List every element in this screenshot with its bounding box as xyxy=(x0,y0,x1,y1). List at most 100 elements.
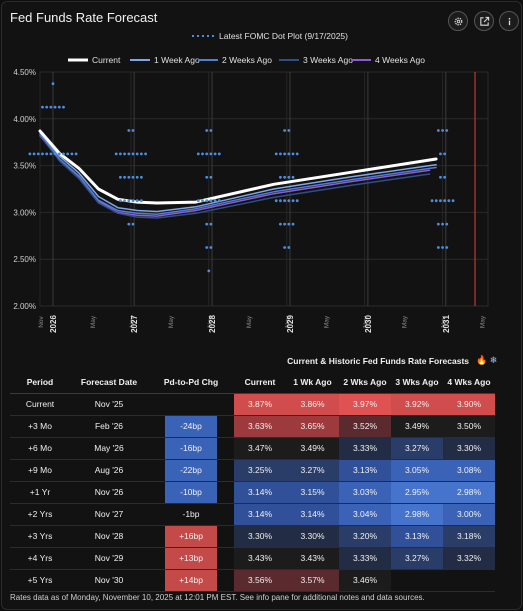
x-tick-label: May xyxy=(402,315,409,328)
series-line-week2 xyxy=(39,133,437,216)
fomc-dot xyxy=(49,152,53,156)
fomc-dot xyxy=(287,152,291,156)
x-tick-label: 2027 xyxy=(130,315,139,333)
fomc-dot xyxy=(70,152,74,156)
fomc-dot xyxy=(139,152,143,156)
x-tick-label: May xyxy=(480,315,487,328)
plot-area xyxy=(39,71,489,307)
snowflake-icon: ❄ xyxy=(489,355,498,365)
fomc-dot xyxy=(74,152,78,156)
fomc-dot xyxy=(451,199,455,203)
cell-1wk: 3.86% xyxy=(286,393,339,416)
cell-3wk: 3.49% xyxy=(391,415,443,438)
fomc-dot xyxy=(279,175,282,179)
footer-note: Rates data as of Monday, November 10, 20… xyxy=(10,593,425,602)
cell-period: Current xyxy=(10,393,70,416)
legend-label-week1: 1 Week Ago xyxy=(154,55,200,65)
fomc-dot xyxy=(127,152,131,156)
table-row: +4 Yrs Nov '29 +13bp 3.43% 3.43% 3.33% 3.27% 3.… xyxy=(10,547,495,570)
fomc-dot xyxy=(201,152,204,156)
table-row: +2 Yrs Nov '27 -1bp 3.14% 3.14% 3.04% 2.98% 3.0… xyxy=(10,503,495,526)
table-row: +3 Mo Feb '26 -24bp 3.63% 3.65% 3.52% 3.49% 3.5… xyxy=(10,415,495,438)
fomc-dot xyxy=(279,222,282,226)
cell-3wk: 2.95% xyxy=(391,481,443,504)
external-link-icon xyxy=(479,16,489,26)
cell-period: +1 Yr xyxy=(10,481,70,504)
fomc-dot xyxy=(62,105,65,109)
x-tick-label: 2026 xyxy=(49,315,58,333)
fomc-dot xyxy=(139,199,143,203)
fomc-dot xyxy=(205,129,209,132)
fomc-dot xyxy=(279,152,282,156)
cell-1wk: 3.14% xyxy=(286,503,339,526)
cell-4wk: 3.90% xyxy=(443,393,495,416)
fomc-dot xyxy=(287,129,291,132)
fomc-dot xyxy=(36,152,40,156)
fomc-dot xyxy=(447,199,451,203)
cell-1wk: 3.30% xyxy=(286,525,339,548)
x-tick-label: May xyxy=(324,315,331,328)
fomc-dot xyxy=(62,152,65,156)
open-external-button[interactable] xyxy=(474,11,494,31)
fomc-dot xyxy=(287,175,291,179)
fomc-dot xyxy=(209,246,213,249)
x-tick-label: May xyxy=(168,315,175,328)
fomc-dot xyxy=(205,152,209,156)
y-tick-label: 2.00% xyxy=(13,302,36,311)
cell-chg: -16bp xyxy=(148,437,234,460)
fomc-dot xyxy=(135,175,139,179)
cell-3wk: 3.05% xyxy=(391,459,443,482)
cell-current: 3.63% xyxy=(234,415,286,438)
cell-chg: +16bp xyxy=(148,525,234,548)
fomc-dot xyxy=(445,129,449,132)
fomc-dot xyxy=(51,82,55,86)
fomc-dot xyxy=(45,105,49,109)
cell-period: +5 Yrs xyxy=(10,569,70,592)
fomc-dot xyxy=(127,175,131,179)
y-tick-label: 4.50% xyxy=(13,68,36,77)
fomc-dot xyxy=(209,222,213,226)
fomc-dot xyxy=(445,246,449,249)
x-tick-label: Nov xyxy=(38,315,45,327)
fomc-dot xyxy=(205,222,209,226)
fomc-dot xyxy=(291,175,295,179)
fomc-dot xyxy=(205,175,209,179)
settings-button[interactable] xyxy=(448,11,468,31)
fomc-dot xyxy=(439,152,442,156)
y-tick-label: 3.00% xyxy=(13,208,36,217)
col-header-period: Period xyxy=(10,371,70,394)
legend-label-week4: 4 Weeks Ago xyxy=(375,55,425,65)
cell-2wk: 3.33% xyxy=(339,547,391,570)
fomc-dot xyxy=(283,152,287,156)
col-header-2wk: 2 Wks Ago xyxy=(339,371,391,394)
fomc-dot xyxy=(57,152,61,156)
cell-period: +4 Yrs xyxy=(10,547,70,570)
cell-1wk: 3.65% xyxy=(286,415,339,438)
fomc-dot xyxy=(118,199,122,203)
cell-forecast-date: Nov '29 xyxy=(70,547,148,570)
fomc-dot xyxy=(209,175,213,179)
fomc-dot xyxy=(196,199,200,203)
fomc-dot xyxy=(32,152,36,156)
fomc-dot xyxy=(127,129,131,132)
fomc-dot xyxy=(434,199,438,203)
fomc-dot xyxy=(57,105,61,109)
fomc-dot xyxy=(114,152,118,156)
cell-forecast-date: Aug '26 xyxy=(70,459,148,482)
fomc-dot xyxy=(274,152,278,156)
x-tick-label: May xyxy=(90,315,97,328)
cell-1wk: 3.27% xyxy=(286,459,339,482)
fomc-dot xyxy=(49,105,53,109)
col-header-3wk: 3 Wks Ago xyxy=(391,371,443,394)
cell-3wk: 3.27% xyxy=(391,547,443,570)
info-button[interactable] xyxy=(499,11,519,31)
x-tick-label: May xyxy=(246,315,253,328)
cell-4wk: 3.00% xyxy=(443,503,495,526)
fomc-dot xyxy=(131,175,135,179)
fomc-dot xyxy=(441,129,444,132)
cell-4wk: 3.30% xyxy=(443,437,495,460)
fomc-dot xyxy=(66,152,70,156)
cell-3wk xyxy=(391,569,443,592)
series-line-week4 xyxy=(39,134,431,217)
cell-period: +3 Mo xyxy=(10,415,70,438)
